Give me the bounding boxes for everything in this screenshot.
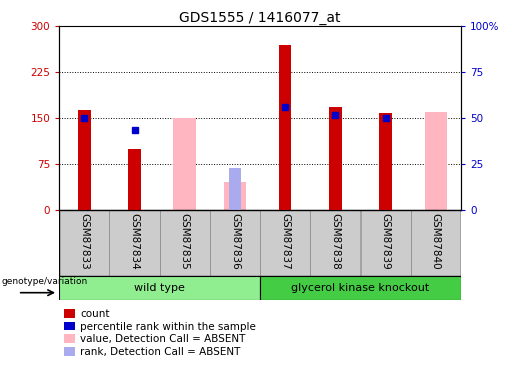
Bar [174,118,196,210]
Bar [360,210,410,276]
Bar [279,45,291,210]
Bar [59,276,260,300]
Bar [310,210,360,276]
Text: GSM87837: GSM87837 [280,213,290,270]
Bar [229,168,241,210]
Text: GSM87834: GSM87834 [130,213,140,270]
Text: GSM87835: GSM87835 [180,213,190,270]
Text: GSM87839: GSM87839 [381,213,390,270]
Bar [329,107,341,210]
Bar [128,149,141,210]
Bar [224,183,246,210]
Text: GSM87840: GSM87840 [431,213,441,270]
Text: wild type: wild type [134,283,185,293]
Bar [424,112,447,210]
Bar [380,113,392,210]
Bar [210,210,260,276]
Text: genotype/variation: genotype/variation [1,277,88,286]
Bar [260,276,461,300]
Bar [160,210,210,276]
Title: GDS1555 / 1416077_at: GDS1555 / 1416077_at [179,11,341,25]
Text: GSM87833: GSM87833 [79,213,89,270]
Text: GSM87836: GSM87836 [230,213,240,270]
Bar [109,210,160,276]
Legend: count, percentile rank within the sample, value, Detection Call = ABSENT, rank, : count, percentile rank within the sample… [64,309,256,357]
Bar [59,210,109,276]
Bar [260,210,310,276]
Bar [78,110,91,210]
Text: glycerol kinase knockout: glycerol kinase knockout [291,283,430,293]
Bar [410,210,461,276]
Text: GSM87838: GSM87838 [331,213,340,270]
